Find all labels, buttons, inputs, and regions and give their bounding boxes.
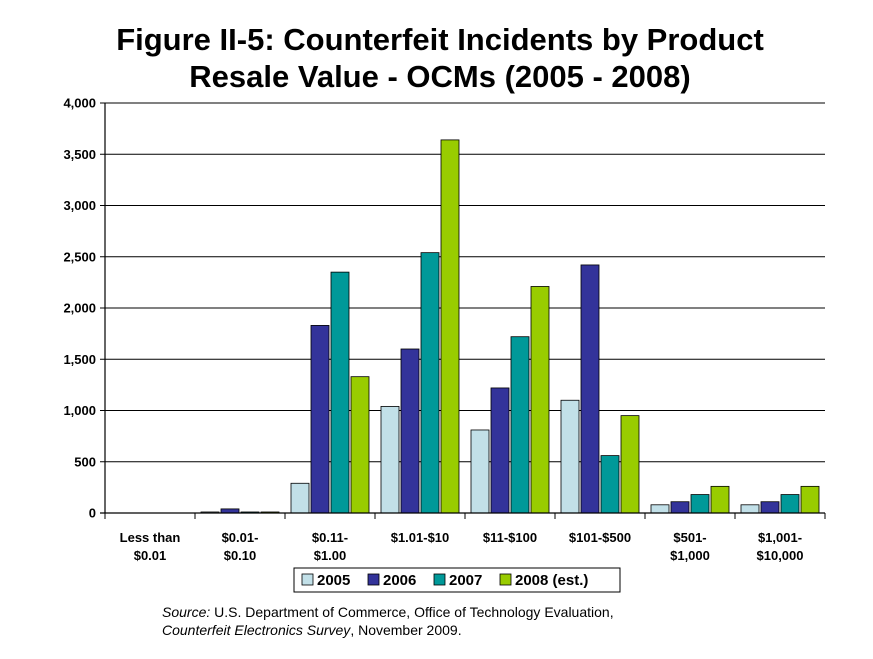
y-tick-label: 1,000 [63,403,96,418]
bar [760,501,780,514]
bar [290,482,310,514]
legend-swatch [499,573,512,586]
source-line2: , November 2009. [350,622,462,638]
legend-swatch [367,573,380,586]
x-tick-label: $1,001- [758,530,802,545]
y-tick-label: 500 [74,454,96,469]
x-tick-label: $0.01 [134,548,167,563]
legend [293,567,621,593]
bar [220,508,240,514]
bar [650,504,670,514]
x-tick-label: $1,000 [670,548,710,563]
source-note: Source: U.S. Department of Commerce, Off… [162,603,614,639]
legend-label: 2006 [383,572,416,589]
bar [560,399,580,514]
bar [580,264,600,514]
legend-label: 2007 [449,572,482,589]
bar [670,501,690,514]
bar [800,485,820,514]
bar [740,504,760,514]
legend-swatch [301,573,314,586]
bar [470,429,490,514]
bar [780,494,800,514]
x-tick-label: $0.01- [222,530,259,545]
x-tick-label: $0.10 [224,548,257,563]
x-tick-label: $1.00 [314,548,347,563]
y-tick-label: 3,000 [63,198,96,213]
y-tick-label: 2,500 [63,249,96,264]
bar [510,336,530,514]
legend-label: 2008 (est.) [515,572,588,589]
source-line1: U.S. Department of Commerce, Office of T… [210,604,614,620]
bar [310,325,330,514]
x-tick-label: $11-$100 [483,530,537,545]
chart-title-line: Figure II-5: Counterfeit Incidents by Pr… [116,22,764,57]
bar [490,387,510,514]
bar [530,286,550,514]
y-tick-label: 1,500 [63,352,96,367]
bar [600,455,620,514]
bar [330,271,350,514]
y-tick-label: 0 [89,506,96,521]
bar [690,494,710,514]
y-tick-label: 4,000 [63,96,96,111]
x-tick-label: $1.01-$10 [391,530,450,545]
source-label: Source: [162,604,211,620]
bar [620,415,640,514]
bar [710,485,730,514]
bar [350,376,370,514]
x-tick-label: $101-$500 [569,530,631,545]
legend-swatch [433,573,446,586]
bar [380,405,400,514]
x-tick-label: $0.11- [312,530,348,545]
x-tick-label: $501- [673,530,706,545]
chart-title-line: Resale Value - OCMs (2005 - 2008) [189,59,690,94]
y-tick-label: 2,000 [63,301,96,316]
x-tick-label: Less than [120,530,181,545]
bar [420,252,440,514]
legend-label: 2005 [317,572,350,589]
source-survey-name: Counterfeit Electronics Survey [162,622,351,638]
x-tick-label: $10,000 [757,548,804,563]
bar [440,139,460,514]
bar [400,348,420,514]
y-tick-label: 3,500 [63,147,96,162]
